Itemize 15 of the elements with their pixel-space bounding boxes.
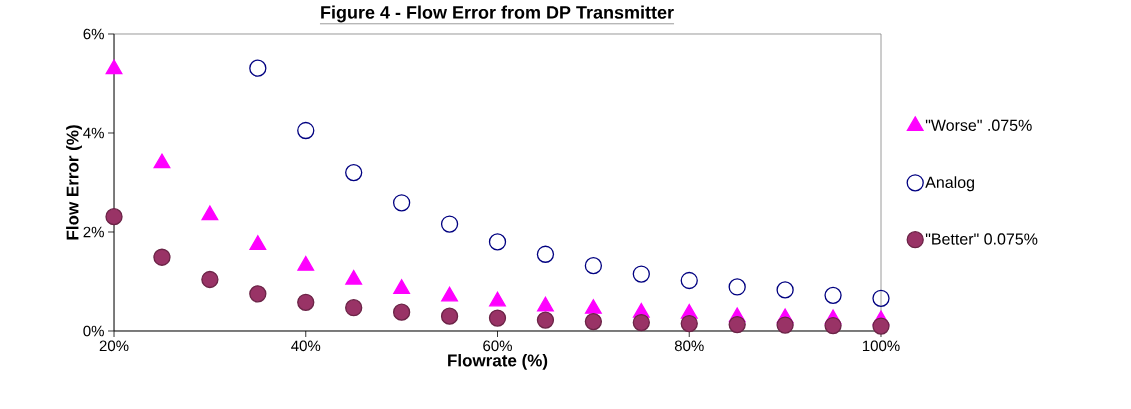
- legend-label: "Better" 0.075%: [925, 233, 1038, 245]
- x-tick-label: 80%: [674, 340, 704, 352]
- y-axis-title: Flow Error (%): [66, 125, 82, 240]
- legend-label: Analog: [925, 176, 974, 192]
- chart-title: Figure 4 - Flow Error from DP Transmitter: [321, 5, 674, 23]
- legend-label: "Worse" .075%: [925, 119, 1032, 131]
- x-axis-title: Flowrate (%): [448, 354, 548, 370]
- y-tick-label: 4%: [83, 127, 104, 139]
- y-tick-label: 6%: [83, 28, 104, 40]
- y-tick-label: 2%: [83, 226, 104, 238]
- x-tick-label: 40%: [291, 340, 321, 352]
- x-tick-label: 60%: [483, 340, 512, 352]
- x-tick-label: 20%: [99, 340, 129, 352]
- y-tick-label: 0%: [83, 325, 104, 337]
- x-tick-label: 100%: [862, 340, 900, 352]
